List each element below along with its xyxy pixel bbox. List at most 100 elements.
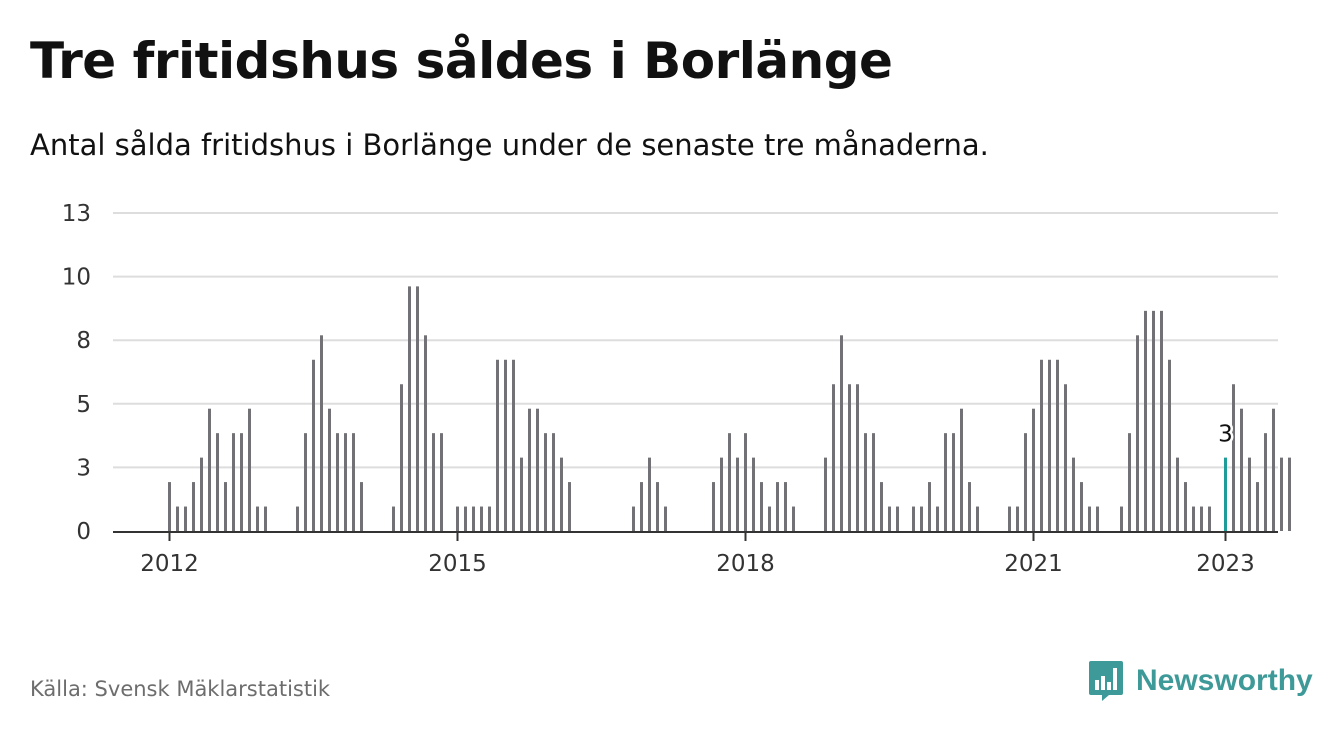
bar xyxy=(848,384,851,531)
bar xyxy=(440,433,443,531)
bar xyxy=(760,482,763,531)
bar xyxy=(432,433,435,531)
y-tick-label: 8 xyxy=(76,328,91,354)
bar xyxy=(656,482,659,531)
bar xyxy=(312,359,315,531)
bar xyxy=(712,482,715,531)
bar xyxy=(1136,335,1139,531)
bar xyxy=(192,482,195,531)
bar xyxy=(1016,506,1019,531)
bar xyxy=(568,482,571,531)
bar xyxy=(1168,359,1171,531)
bar xyxy=(736,457,739,531)
bar xyxy=(1088,506,1091,531)
bar xyxy=(728,433,731,531)
bar xyxy=(296,506,299,531)
chart-subtitle: Antal sålda fritidshus i Borlänge under … xyxy=(30,128,989,162)
bar xyxy=(1064,384,1067,531)
bar xyxy=(1280,457,1283,531)
bar xyxy=(488,506,491,531)
bar xyxy=(872,433,875,531)
x-tick-label: 2021 xyxy=(1004,551,1063,577)
bar xyxy=(856,384,859,531)
bar xyxy=(1240,408,1243,531)
bar xyxy=(400,384,403,531)
bar xyxy=(1176,457,1179,531)
bar xyxy=(408,286,411,531)
bar xyxy=(560,457,563,531)
bar xyxy=(720,457,723,531)
bar xyxy=(1264,433,1267,531)
bar xyxy=(936,506,939,531)
x-tick-label: 2018 xyxy=(716,551,775,577)
bar xyxy=(216,433,219,531)
x-tick-label: 2012 xyxy=(140,551,199,577)
highlight-value-label: 3 xyxy=(1218,422,1233,448)
bar xyxy=(960,408,963,531)
bar xyxy=(792,506,795,531)
bar-chart: 0 3 5 8 10 13 2012 2015 2018 2021 2023 3 xyxy=(62,201,1291,577)
bar xyxy=(1208,506,1211,531)
bar xyxy=(888,506,891,531)
bar xyxy=(632,506,635,531)
bar xyxy=(648,457,651,531)
bar xyxy=(1184,482,1187,531)
bar xyxy=(920,506,923,531)
bar xyxy=(1248,457,1251,531)
bar xyxy=(224,482,227,531)
bar xyxy=(752,457,755,531)
bar xyxy=(1272,408,1275,531)
bar xyxy=(256,506,259,531)
y-tick-label: 13 xyxy=(62,201,91,227)
bar xyxy=(480,506,483,531)
bar xyxy=(552,433,555,531)
bar xyxy=(776,482,779,531)
bar xyxy=(536,408,539,531)
bar xyxy=(1008,506,1011,531)
bar xyxy=(1256,482,1259,531)
bar xyxy=(976,506,979,531)
y-tick-label: 10 xyxy=(62,265,91,291)
bar xyxy=(1096,506,1099,531)
bar xyxy=(840,335,843,531)
bar xyxy=(968,482,971,531)
bar xyxy=(264,506,267,531)
y-tick-label: 3 xyxy=(76,455,91,481)
x-axis-ticks: 2012 2015 2018 2021 2023 xyxy=(140,533,1255,577)
bar xyxy=(344,433,347,531)
bar xyxy=(392,506,395,531)
bar xyxy=(360,482,363,531)
bar xyxy=(944,433,947,531)
bar xyxy=(456,506,459,531)
bar xyxy=(864,433,867,531)
bar xyxy=(1024,433,1027,531)
bar xyxy=(416,286,419,531)
bar xyxy=(1192,506,1195,531)
bar xyxy=(464,506,467,531)
bar xyxy=(640,482,643,531)
bar xyxy=(1080,482,1083,531)
bar xyxy=(1048,359,1051,531)
bar xyxy=(504,359,507,531)
bar xyxy=(1160,310,1163,531)
bar xyxy=(768,506,771,531)
bar xyxy=(184,506,187,531)
bar xyxy=(784,482,787,531)
bar xyxy=(512,359,515,531)
bar xyxy=(896,506,899,531)
chart-title: Tre fritidshus såldes i Borlänge xyxy=(30,32,893,90)
bar xyxy=(232,433,235,531)
newsworthy-logo[interactable]: Newsworthy xyxy=(1088,660,1313,702)
bar xyxy=(496,359,499,531)
bar xyxy=(352,433,355,531)
y-tick-label: 0 xyxy=(76,519,91,545)
bar xyxy=(1152,310,1155,531)
bar xyxy=(880,482,883,531)
y-axis-ticks: 0 3 5 8 10 13 xyxy=(62,201,91,545)
bar xyxy=(1288,457,1291,531)
bar xyxy=(240,433,243,531)
bar-chart-speech-bubble-icon xyxy=(1089,661,1123,701)
bar xyxy=(320,335,323,531)
bar xyxy=(544,433,547,531)
bar xyxy=(952,433,955,531)
